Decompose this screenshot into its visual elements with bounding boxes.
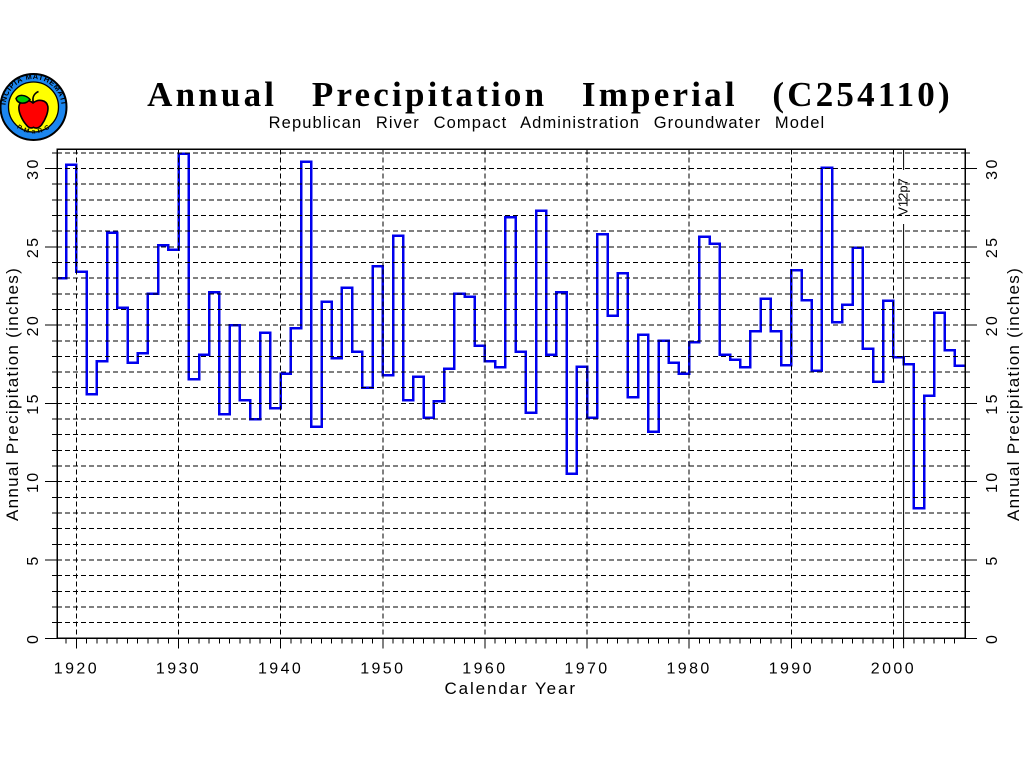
svg-text:15: 15 bbox=[25, 392, 42, 415]
svg-text:1970: 1970 bbox=[564, 661, 609, 678]
svg-text:Annual Precipitation (inches): Annual Precipitation (inches) bbox=[1004, 267, 1023, 521]
svg-text:1990: 1990 bbox=[769, 661, 814, 678]
svg-text:25: 25 bbox=[25, 235, 42, 258]
svg-text:1960: 1960 bbox=[462, 661, 507, 678]
svg-text:20: 20 bbox=[25, 314, 42, 337]
svg-text:1940: 1940 bbox=[258, 661, 303, 678]
svg-text:5: 5 bbox=[25, 554, 42, 565]
svg-text:0: 0 bbox=[25, 633, 42, 644]
svg-text:Annual Precipitation (inches): Annual Precipitation (inches) bbox=[3, 267, 22, 521]
svg-text:25: 25 bbox=[984, 235, 1001, 258]
svg-text:30: 30 bbox=[984, 157, 1001, 180]
svg-text:15: 15 bbox=[984, 392, 1001, 415]
svg-text:Annual Precipitation Imperial: Annual Precipitation Imperial (C254110) bbox=[147, 75, 953, 114]
svg-text:1920: 1920 bbox=[54, 661, 99, 678]
svg-text:1980: 1980 bbox=[666, 661, 711, 678]
svg-text:10: 10 bbox=[984, 470, 1001, 493]
svg-text:Republican River Compact Admin: Republican River Compact Administration … bbox=[269, 114, 826, 132]
svg-text:10: 10 bbox=[25, 470, 42, 493]
svg-text:1930: 1930 bbox=[156, 661, 201, 678]
svg-text:20: 20 bbox=[984, 314, 1001, 337]
svg-text:Calendar Year: Calendar Year bbox=[444, 679, 576, 698]
svg-text:0: 0 bbox=[984, 633, 1001, 644]
svg-text:V12p7: V12p7 bbox=[896, 178, 911, 216]
svg-text:30: 30 bbox=[25, 157, 42, 180]
svg-text:1950: 1950 bbox=[360, 661, 405, 678]
svg-text:5: 5 bbox=[984, 554, 1001, 565]
svg-text:2000: 2000 bbox=[871, 661, 916, 678]
